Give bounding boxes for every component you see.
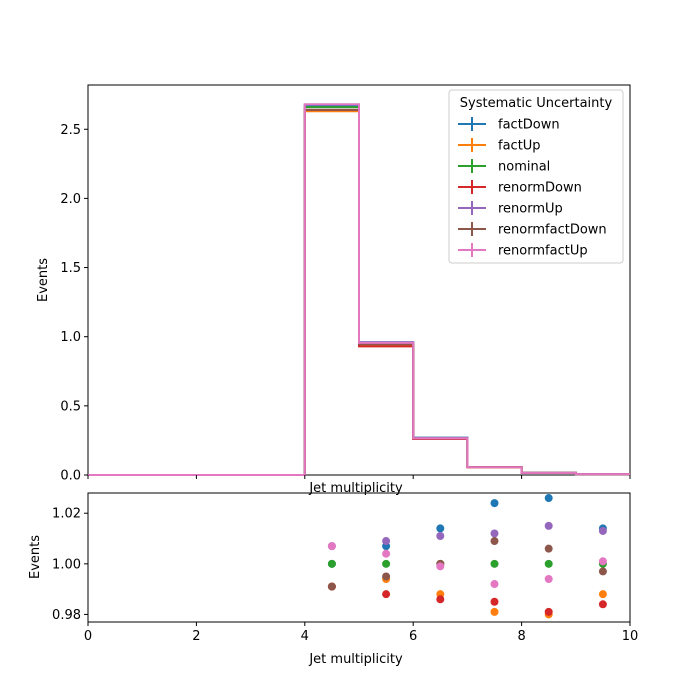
ratio-y-axis-label: Events <box>28 535 43 579</box>
ratio-point <box>490 499 499 508</box>
ratio-point <box>544 575 553 583</box>
ratio-point <box>490 597 499 606</box>
main-x-axis-label: Jet multiplicity <box>308 481 403 496</box>
ratio-point <box>327 542 336 551</box>
ratio-point <box>436 595 445 604</box>
main-y-tick-label: 1.0 <box>60 330 81 345</box>
ratio-point <box>436 524 445 533</box>
ratio-points-group <box>327 494 607 619</box>
main-y-tick-label: 2.0 <box>60 192 81 207</box>
ratio-y-tick-label: 0.98 <box>52 608 81 623</box>
ratio-point <box>544 544 553 553</box>
legend-label-renormfactDown: renormfactDown <box>498 223 607 238</box>
ratio-point <box>382 559 391 568</box>
ratio-point <box>544 607 553 616</box>
ratio-point <box>436 562 445 571</box>
ratio-point <box>327 582 336 591</box>
ratio-x-tick-label: 10 <box>622 629 639 644</box>
main-y-ticks: 0.0 0.5 1.0 1.5 2.0 2.5 <box>60 123 88 484</box>
legend-label-renormUp: renormUp <box>498 202 563 217</box>
ratio-y-tick-label: 1.00 <box>52 557 81 572</box>
ratio-x-tick-label: 6 <box>409 629 417 644</box>
ratio-point <box>382 572 391 581</box>
ratio-x-tick-label: 2 <box>192 629 200 644</box>
main-y-tick-label: 2.5 <box>60 123 81 138</box>
series-line-renormfactUp <box>88 103 630 476</box>
ratio-point <box>598 557 607 566</box>
ratio-point <box>327 559 336 568</box>
ratio-point <box>490 559 499 568</box>
main-y-tick-label: 1.5 <box>60 261 81 276</box>
main-series-group <box>88 103 630 476</box>
ratio-point <box>490 580 499 589</box>
legend-items: factDown factUp nominal renormDown renormUp r… <box>458 117 607 259</box>
ratio-point <box>382 590 391 599</box>
main-plot-frame <box>87 84 631 476</box>
main-plot: 0.0 0.5 1.0 1.5 2.0 2.5 Jet multiplicity Even… <box>36 84 631 496</box>
ratio-plot-frame <box>87 492 631 623</box>
ratio-plot: 0.98 1.00 1.02 0 2 4 6 8 10 Jet multiplicity Ev… <box>28 492 638 667</box>
legend-label-factUp: factUp <box>498 139 541 154</box>
legend: Systematic Uncertainty factDown factUp nom… <box>448 89 624 264</box>
ratio-x-tick-label: 0 <box>84 629 92 644</box>
ratio-y-ticks: 0.98 1.00 1.02 <box>52 507 88 623</box>
ratio-point <box>490 529 499 538</box>
ratio-point <box>490 537 499 546</box>
main-y-axis-label: Events <box>36 258 51 302</box>
ratio-y-tick-label: 1.02 <box>52 507 81 522</box>
main-y-tick-label: 0.0 <box>60 469 81 484</box>
ratio-point <box>436 532 445 540</box>
ratio-x-tick-label: 8 <box>517 629 525 644</box>
main-x-ticks <box>87 475 631 479</box>
ratio-point <box>382 537 391 546</box>
ratio-point <box>544 521 553 530</box>
ratio-point <box>598 600 607 609</box>
ratio-x-ticks: 0 2 4 6 8 10 <box>84 622 638 644</box>
ratio-x-axis-label: Jet multiplicity <box>308 652 403 667</box>
legend-label-renormDown: renormDown <box>498 181 582 196</box>
ratio-x-tick-label: 4 <box>301 629 309 644</box>
ratio-point <box>598 567 607 576</box>
legend-label-nominal: nominal <box>498 160 550 175</box>
ratio-point <box>490 607 499 616</box>
ratio-point <box>382 549 391 558</box>
legend-label-factDown: factDown <box>498 118 560 133</box>
ratio-point <box>598 526 607 535</box>
main-y-tick-label: 0.5 <box>60 399 81 414</box>
ratio-point <box>598 590 607 599</box>
legend-box <box>448 89 624 264</box>
ratio-point <box>544 559 553 568</box>
ratio-point <box>544 494 553 503</box>
legend-title: Systematic Uncertainty <box>460 96 613 111</box>
legend-label-renormfactUp: renormfactUp <box>498 244 588 259</box>
